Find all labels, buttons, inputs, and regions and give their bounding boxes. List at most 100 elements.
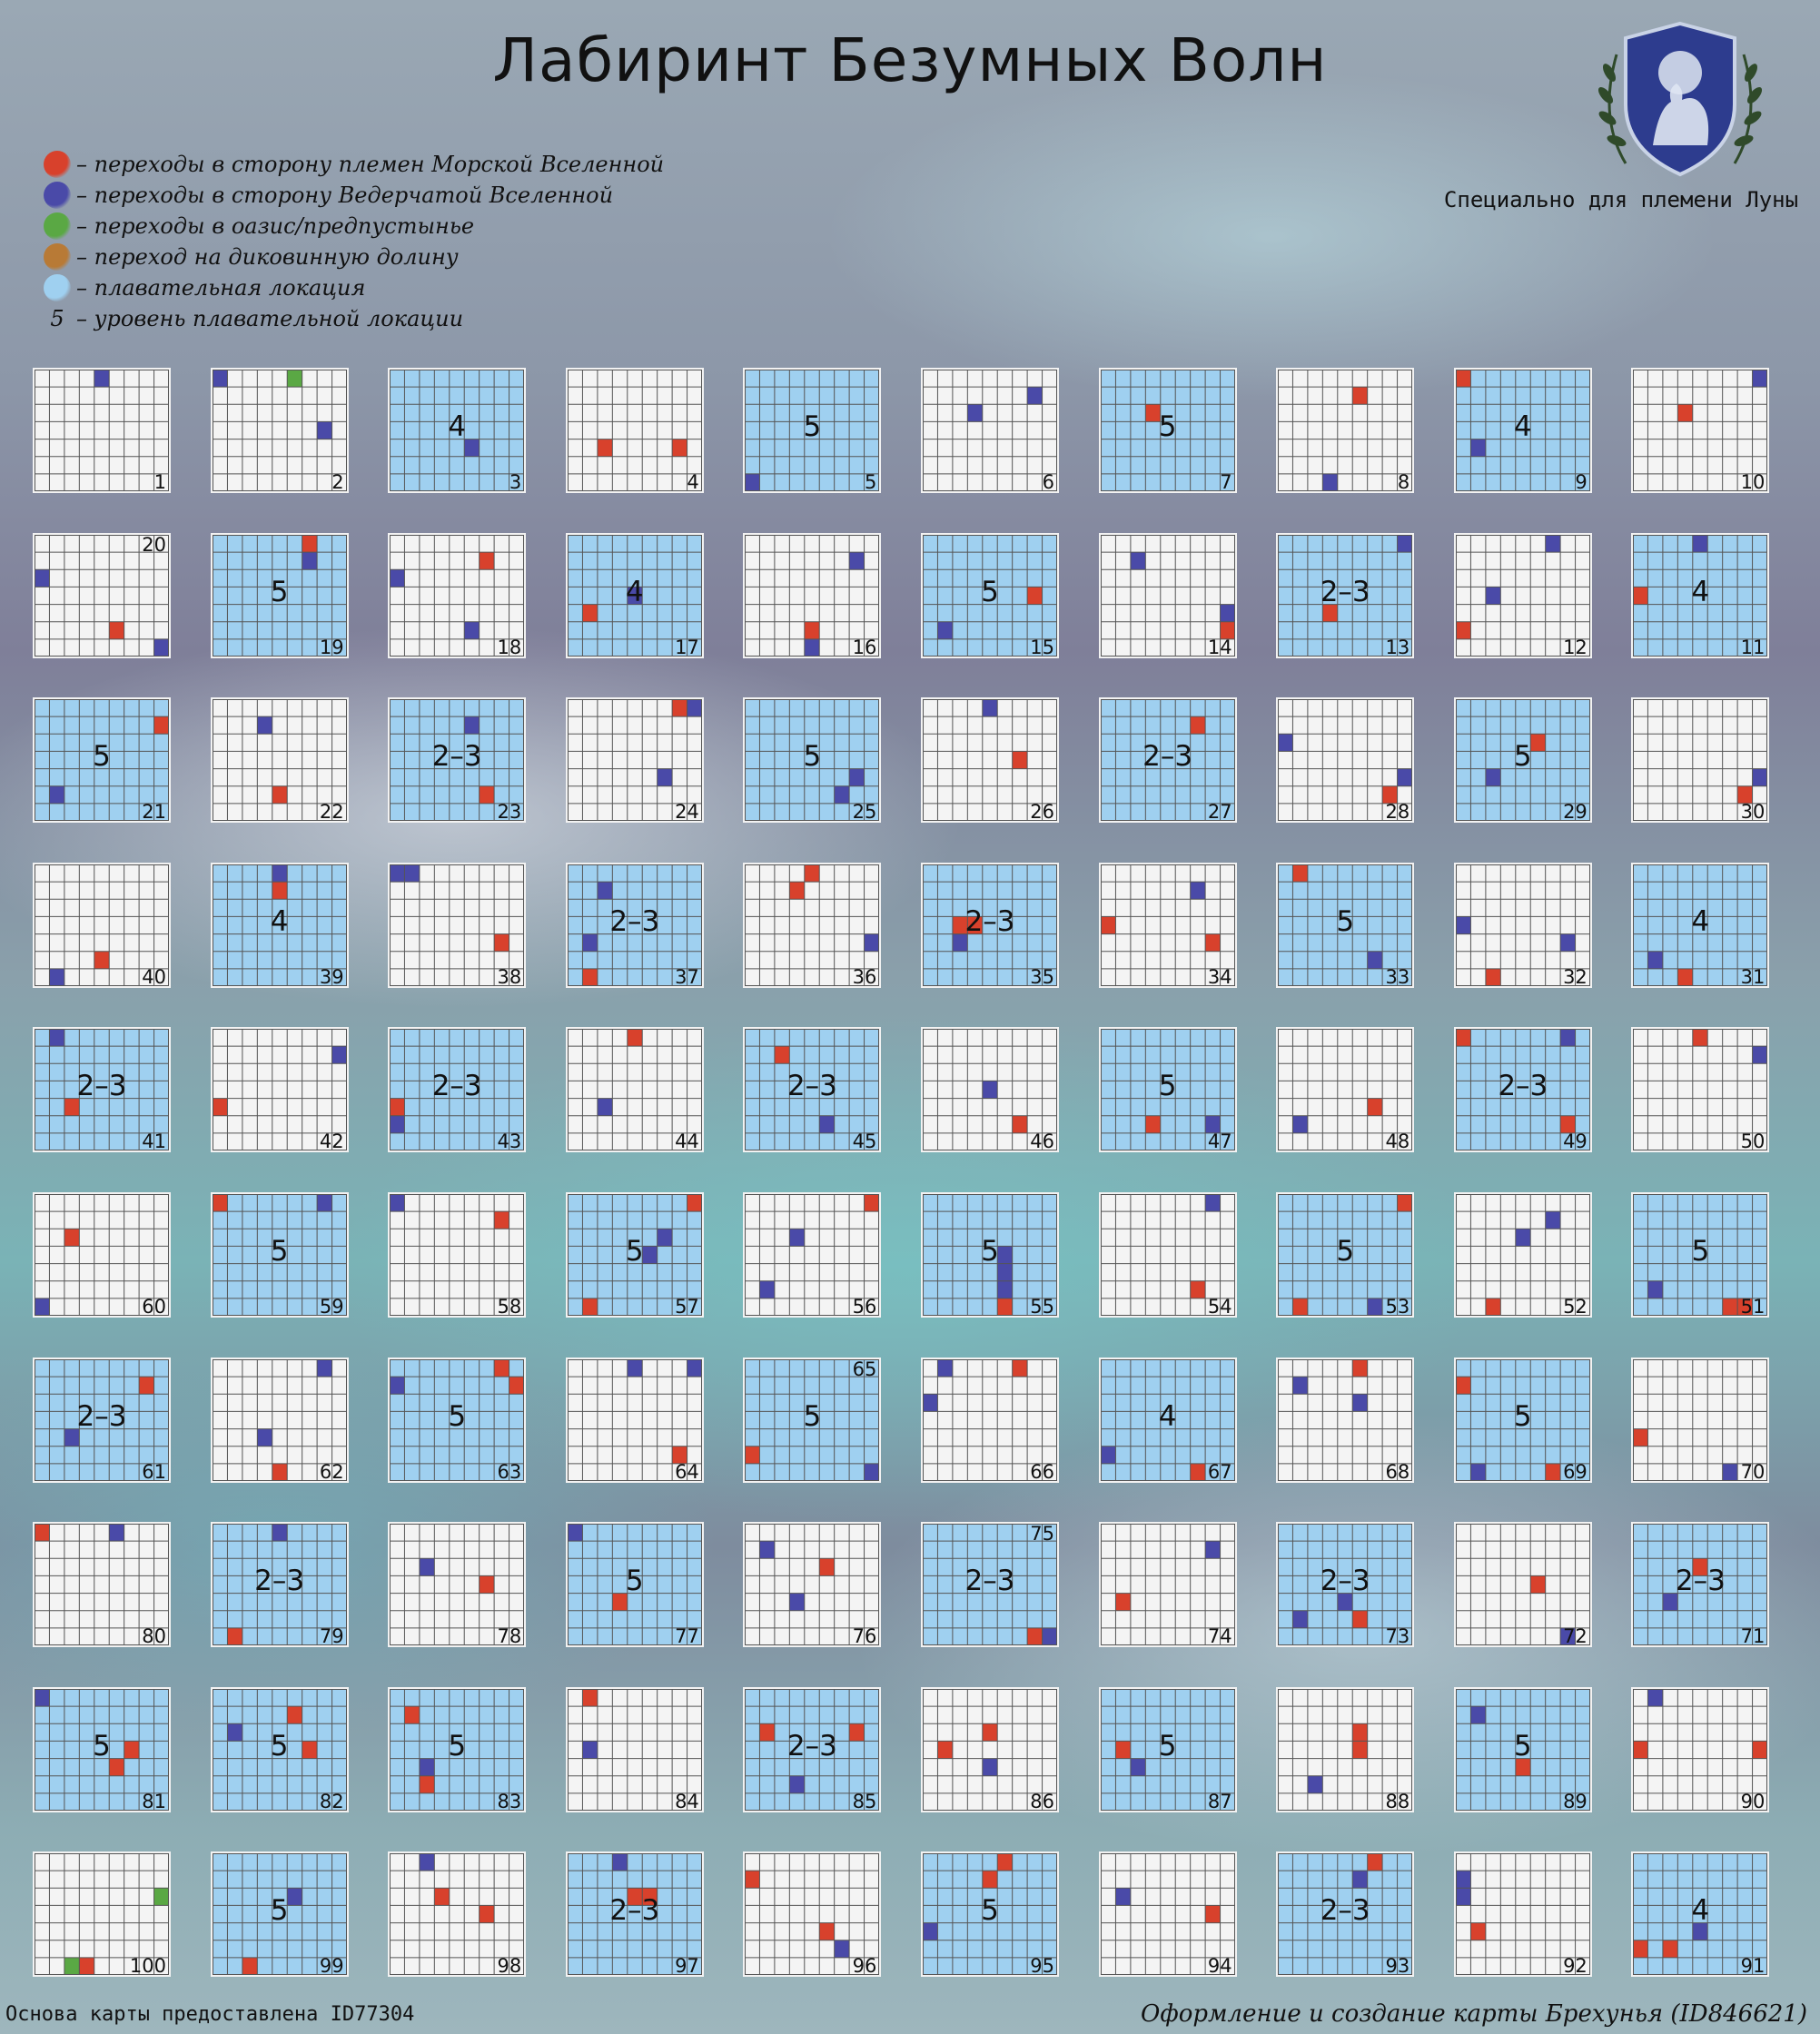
location-cell[interactable]: 4 11	[1631, 532, 1770, 658]
location-cell[interactable]: 26	[921, 697, 1059, 824]
location-cell[interactable]: 5 19	[210, 532, 349, 658]
location-cell[interactable]: 2–3 37	[565, 862, 704, 988]
location-cell[interactable]: 12	[1453, 532, 1592, 658]
location-cell[interactable]: 5 15	[921, 532, 1059, 658]
location-cell[interactable]: 92	[1453, 1851, 1592, 1978]
location-cell[interactable]: 1	[33, 368, 171, 493]
location-cell[interactable]: 5 77	[565, 1522, 704, 1648]
location-cell[interactable]: 98	[388, 1851, 527, 1978]
location-cell[interactable]: 2–3 49	[1453, 1027, 1592, 1153]
location-cell[interactable]: 86	[921, 1686, 1059, 1812]
location-cell[interactable]: 14	[1098, 532, 1237, 658]
location-cell[interactable]: 4 39	[210, 862, 349, 988]
location-cell[interactable]: 2–3 27	[1098, 697, 1237, 824]
location-cell[interactable]: 90	[1631, 1686, 1770, 1812]
location-cell[interactable]: 58	[388, 1192, 527, 1318]
location-cell[interactable]: 64	[565, 1357, 704, 1483]
location-cell[interactable]: 30	[1631, 697, 1770, 824]
location-cell[interactable]: 62	[210, 1357, 349, 1483]
location-cell[interactable]: 5 83	[388, 1686, 527, 1812]
location-cell[interactable]: 38	[388, 862, 527, 988]
location-cell[interactable]: 16	[743, 532, 882, 658]
location-cell[interactable]: 28	[1276, 697, 1415, 824]
location-cell[interactable]: 5 95	[921, 1851, 1059, 1978]
location-cell[interactable]: 50	[1631, 1027, 1770, 1153]
location-cell[interactable]: 70	[1631, 1357, 1770, 1483]
location-cell[interactable]: 8	[1276, 368, 1415, 493]
location-cell[interactable]: 18	[388, 532, 527, 658]
location-cell[interactable]: 2–3 97	[565, 1851, 704, 1978]
location-cell[interactable]: 2–3 75	[921, 1522, 1059, 1648]
location-cell[interactable]: 2–3 45	[743, 1027, 882, 1153]
location-cell[interactable]: 5 87	[1098, 1686, 1237, 1812]
location-cell[interactable]: 40	[33, 862, 171, 988]
location-cell[interactable]: 5 57	[565, 1192, 704, 1318]
location-cell[interactable]: 94	[1098, 1851, 1237, 1978]
location-cell[interactable]: 2–3 23	[388, 697, 527, 824]
location-cell[interactable]: 2	[210, 368, 349, 493]
location-cell[interactable]: 5 21	[33, 697, 171, 824]
location-cell[interactable]: 66	[921, 1357, 1059, 1483]
location-cell[interactable]: 4 17	[565, 532, 704, 658]
location-cell[interactable]: 22	[210, 697, 349, 824]
location-cell[interactable]: 5 65	[743, 1357, 882, 1483]
location-cell[interactable]: 96	[743, 1851, 882, 1978]
location-cell[interactable]: 48	[1276, 1027, 1415, 1153]
location-cell[interactable]: 68	[1276, 1357, 1415, 1483]
location-cell[interactable]: 5 89	[1453, 1686, 1592, 1812]
location-cell[interactable]: 2–3 35	[921, 862, 1059, 988]
location-cell[interactable]: 5 51	[1631, 1192, 1770, 1318]
location-cell[interactable]: 4 91	[1631, 1851, 1770, 1978]
location-cell[interactable]: 2–3 79	[210, 1522, 349, 1648]
location-cell[interactable]: 2–3 61	[33, 1357, 171, 1483]
location-cell[interactable]: 88	[1276, 1686, 1415, 1812]
location-cell[interactable]: 10	[1631, 368, 1770, 493]
location-cell[interactable]: 44	[565, 1027, 704, 1153]
location-cell[interactable]: 52	[1453, 1192, 1592, 1318]
location-cell[interactable]: 24	[565, 697, 704, 824]
location-cell[interactable]: 5 53	[1276, 1192, 1415, 1318]
location-cell[interactable]: 60	[33, 1192, 171, 1318]
location-cell[interactable]: 2–3 41	[33, 1027, 171, 1153]
location-cell[interactable]: 32	[1453, 862, 1592, 988]
location-cell[interactable]: 20	[33, 532, 171, 658]
location-cell[interactable]: 42	[210, 1027, 349, 1153]
location-cell[interactable]: 4 67	[1098, 1357, 1237, 1483]
location-cell[interactable]: 5 55	[921, 1192, 1059, 1318]
location-cell[interactable]: 100	[33, 1851, 171, 1978]
location-cell[interactable]: 5 25	[743, 697, 882, 824]
location-cell[interactable]: 5 69	[1453, 1357, 1592, 1483]
location-cell[interactable]: 2–3 73	[1276, 1522, 1415, 1648]
location-cell[interactable]: 2–3 85	[743, 1686, 882, 1812]
location-cell[interactable]: 5 59	[210, 1192, 349, 1318]
location-cell[interactable]: 34	[1098, 862, 1237, 988]
location-cell[interactable]: 4	[565, 368, 704, 493]
location-cell[interactable]: 80	[33, 1522, 171, 1648]
location-cell[interactable]: 74	[1098, 1522, 1237, 1648]
location-cell[interactable]: 5 82	[210, 1686, 349, 1812]
location-cell[interactable]: 2–3 71	[1631, 1522, 1770, 1648]
location-cell[interactable]: 6	[921, 368, 1059, 493]
location-cell[interactable]: 84	[565, 1686, 704, 1812]
location-cell[interactable]: 36	[743, 862, 882, 988]
location-cell[interactable]: 5 47	[1098, 1027, 1237, 1153]
location-cell[interactable]: 56	[743, 1192, 882, 1318]
location-cell[interactable]: 2–3 43	[388, 1027, 527, 1153]
location-cell[interactable]: 2–3 93	[1276, 1851, 1415, 1978]
location-cell[interactable]: 5 81	[33, 1686, 171, 1812]
location-cell[interactable]: 5 63	[388, 1357, 527, 1483]
location-cell[interactable]: 5 99	[210, 1851, 349, 1978]
location-cell[interactable]: 78	[388, 1522, 527, 1648]
location-cell[interactable]: 72	[1453, 1522, 1592, 1648]
location-cell[interactable]: 5 29	[1453, 697, 1592, 824]
location-cell[interactable]: 54	[1098, 1192, 1237, 1318]
location-cell[interactable]: 46	[921, 1027, 1059, 1153]
location-cell[interactable]: 2–3 13	[1276, 532, 1415, 658]
location-cell[interactable]: 4 31	[1631, 862, 1770, 988]
location-cell[interactable]: 76	[743, 1522, 882, 1648]
location-cell[interactable]: 5 33	[1276, 862, 1415, 988]
